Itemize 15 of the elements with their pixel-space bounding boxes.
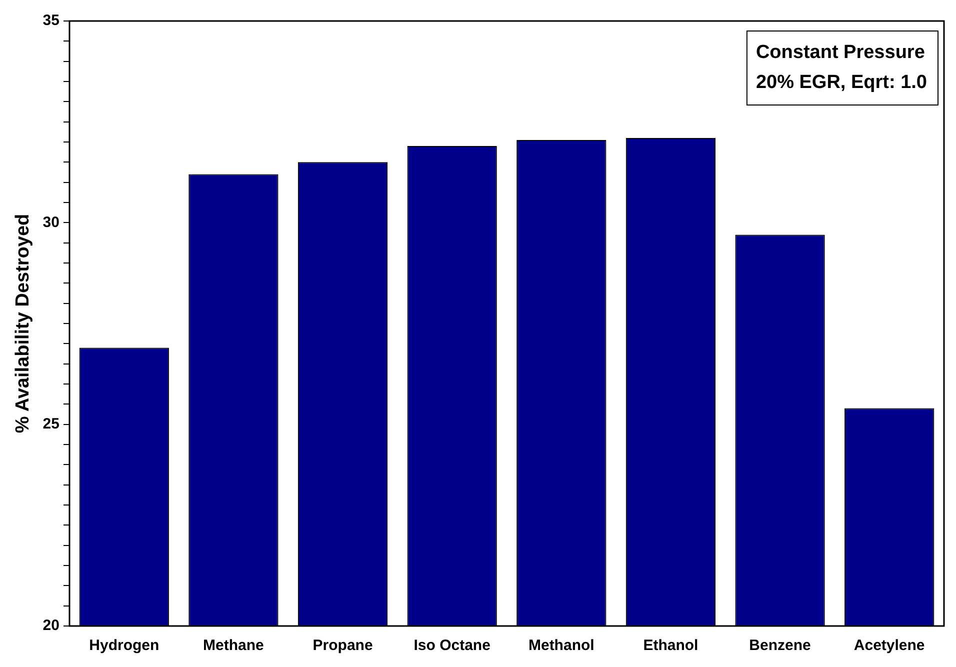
x-tick-label: Benzene (749, 637, 811, 654)
x-tick-label: Methane (203, 637, 264, 654)
x-tick-label: Acetylene (854, 637, 925, 654)
x-tick-label: Propane (312, 637, 373, 654)
x-tick-label: Iso Octane (414, 637, 490, 654)
y-tick-label: 25 (42, 415, 60, 432)
x-tick-label: Ethanol (643, 637, 698, 654)
x-tick-label: Methanol (528, 637, 594, 654)
annotation: 20% EGR, Eqrt: 1.0 (756, 72, 928, 94)
y-tick-label: 35 (42, 12, 60, 30)
y-axis-title: % Availability Destroyed (12, 214, 34, 434)
y-tick-label: 20 (42, 617, 60, 634)
x-tick-label: Hydrogen (89, 637, 160, 654)
y-tick-label: 30 (42, 214, 60, 231)
annotation: Constant Pressure (756, 42, 925, 64)
